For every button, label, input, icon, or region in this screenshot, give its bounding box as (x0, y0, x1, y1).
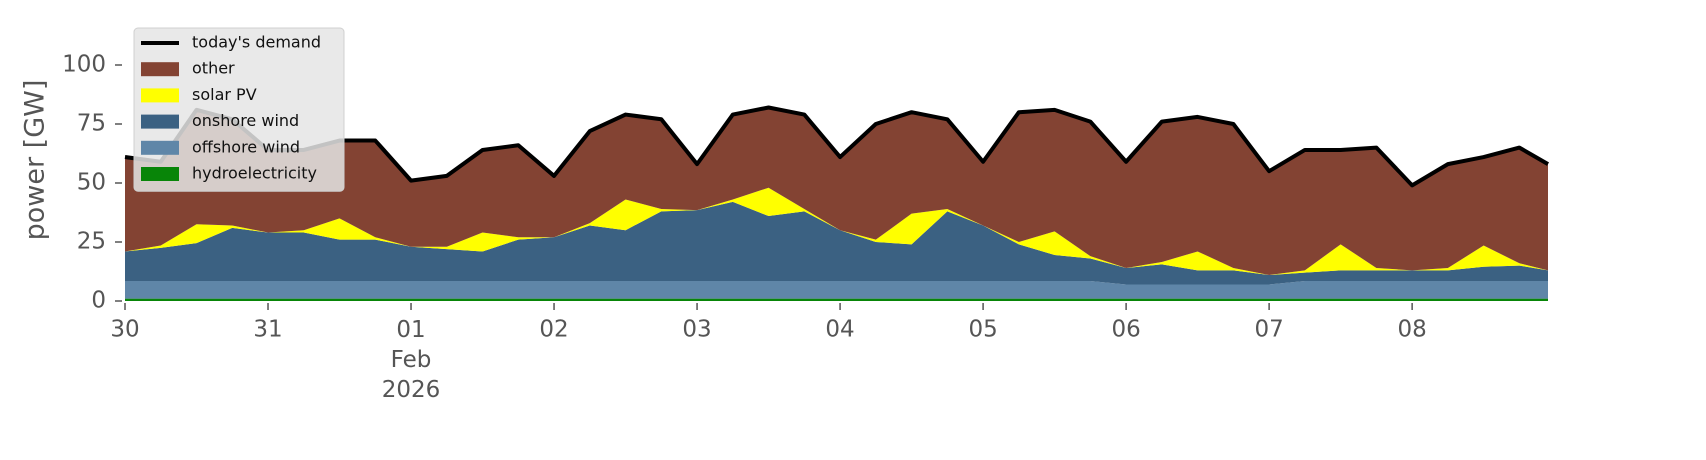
y-axis-label: power [GW] (20, 80, 51, 241)
legend-swatch (141, 114, 179, 129)
x-tick-label: 04 (825, 317, 854, 343)
legend-label: solar PV (192, 85, 257, 104)
y-tick-label: 100 (62, 52, 106, 78)
legend-swatch (141, 140, 179, 155)
legend-label: today's demand (192, 33, 321, 52)
legend-label: offshore wind (192, 137, 300, 156)
legend-swatch (141, 88, 179, 103)
legend-swatch (141, 62, 179, 77)
legend-swatch (141, 167, 179, 181)
x-tick-label: 03 (682, 317, 711, 343)
legend-label: other (192, 59, 235, 78)
x-tick-label: 31 (253, 317, 282, 343)
x-tick-label: 08 (1397, 317, 1426, 343)
area (125, 298, 1548, 301)
x-tick-label: 07 (1254, 317, 1283, 343)
area (125, 201, 1548, 285)
area (125, 187, 1548, 276)
legend-box (133, 27, 345, 192)
y-tick-label: 0 (91, 288, 106, 314)
y-tick-label: 50 (77, 170, 106, 196)
x-tick-label: 01 Feb 2026 (382, 317, 441, 403)
x-tick-label: 30 (110, 317, 139, 343)
legend-label: hydroelectricity (192, 164, 317, 183)
legend: today's demand other solar PV onshore wind o… (133, 27, 345, 192)
area (125, 107, 1548, 276)
y-tick-label: 25 (77, 229, 106, 255)
area (125, 280, 1548, 299)
x-tick-label: 05 (968, 317, 997, 343)
x-tick-label: 06 (1111, 317, 1140, 343)
demand-line (124, 105, 1550, 188)
x-tick-label: 02 (539, 317, 568, 343)
y-tick-label: 75 (77, 111, 106, 137)
legend-label: onshore wind (192, 111, 299, 130)
